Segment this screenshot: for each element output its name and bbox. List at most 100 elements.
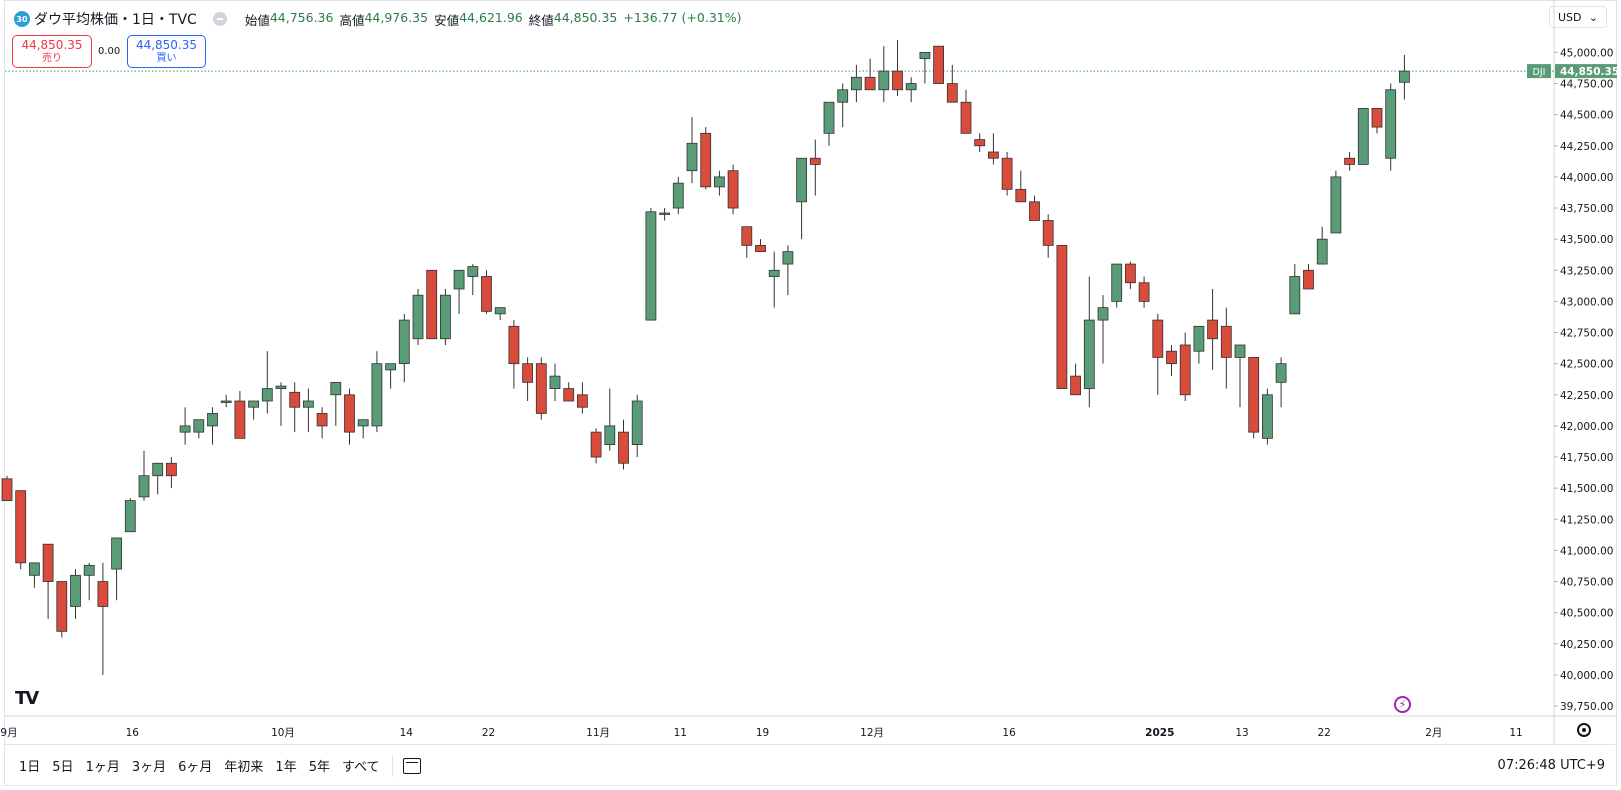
candle[interactable] (1399, 54, 1410, 100)
candle[interactable] (138, 450, 150, 501)
candle[interactable] (686, 117, 698, 184)
range-button[interactable]: 1日 (19, 760, 41, 775)
candle[interactable] (919, 52, 931, 84)
candle[interactable] (1207, 288, 1218, 370)
candle[interactable] (946, 64, 958, 103)
candle[interactable] (563, 382, 575, 402)
candle[interactable] (344, 388, 355, 445)
candle[interactable] (248, 400, 260, 420)
candle[interactable] (453, 269, 465, 314)
candle[interactable] (1385, 83, 1397, 171)
candle[interactable] (15, 490, 27, 570)
candle[interactable] (439, 288, 451, 345)
candle[interactable] (590, 428, 602, 464)
currency-select[interactable]: USD ⌄ (1549, 6, 1607, 28)
candle[interactable] (988, 133, 999, 165)
candle[interactable] (864, 58, 876, 91)
candle[interactable] (631, 394, 643, 458)
range-button[interactable]: 5日 (52, 760, 74, 775)
candle[interactable] (426, 269, 438, 340)
candle[interactable] (42, 543, 54, 619)
candle[interactable] (481, 270, 492, 314)
candle[interactable] (56, 581, 68, 638)
clock[interactable]: 07:26:48 UTC+9 (1497, 758, 1605, 773)
candle[interactable] (700, 127, 712, 190)
candle[interactable] (1001, 152, 1013, 196)
tradingview-logo-icon[interactable]: TV (15, 688, 39, 709)
candle[interactable] (1015, 170, 1027, 203)
range-button[interactable]: 5年 (308, 760, 330, 775)
candlestick-chart[interactable]: 39,750.00 40,000.00 40,250.00 40,500.00 40,7… (0, 0, 1621, 744)
candle[interactable] (659, 208, 670, 221)
candle[interactable] (1029, 195, 1040, 221)
candle[interactable] (357, 419, 369, 439)
candle[interactable] (796, 157, 807, 240)
candle[interactable] (111, 537, 122, 601)
candle[interactable] (1262, 388, 1273, 445)
candle[interactable] (467, 264, 479, 296)
candle[interactable] (1344, 152, 1355, 171)
range-button[interactable]: 年初来 (224, 760, 264, 775)
candle[interactable] (1111, 263, 1123, 308)
range-button[interactable]: 1ヶ月 (85, 760, 120, 775)
candle[interactable] (1330, 170, 1342, 234)
candle[interactable] (577, 382, 588, 414)
candle[interactable] (179, 407, 191, 445)
candle[interactable] (28, 562, 40, 588)
candle[interactable] (892, 39, 903, 96)
range-button[interactable]: 3ヶ月 (131, 760, 167, 775)
candle[interactable] (1303, 264, 1314, 290)
range-button[interactable]: 1年 (275, 760, 297, 775)
candle[interactable] (549, 363, 561, 402)
candle[interactable] (1070, 363, 1081, 396)
candle[interactable] (645, 208, 657, 321)
candle[interactable] (398, 313, 410, 383)
candle[interactable] (152, 462, 164, 495)
candle[interactable] (1152, 313, 1164, 395)
candle[interactable] (1097, 295, 1109, 364)
buy-button[interactable]: 44,850.35 買い (127, 35, 206, 68)
candle[interactable] (1, 475, 13, 502)
candle[interactable] (207, 407, 218, 445)
candle[interactable] (316, 407, 328, 439)
candle[interactable] (768, 251, 780, 308)
candle[interactable] (782, 245, 794, 296)
candle[interactable] (412, 288, 424, 345)
flash-icon[interactable]: ⚡ (1394, 696, 1411, 713)
candle[interactable] (823, 101, 835, 146)
candle[interactable] (960, 89, 972, 134)
candle[interactable] (727, 164, 739, 215)
candle[interactable] (124, 498, 136, 533)
candle[interactable] (809, 139, 821, 196)
candle[interactable] (220, 394, 232, 408)
candle[interactable] (1138, 276, 1150, 308)
collapse-icon[interactable] (212, 12, 227, 26)
candle[interactable] (1179, 332, 1191, 402)
candle[interactable] (385, 363, 397, 389)
symbol-title[interactable]: ダウ平均株価・1日・TVC (34, 12, 197, 28)
sell-button[interactable]: 44,850.35 売り (12, 35, 92, 68)
candle[interactable] (275, 382, 287, 426)
calendar-range-icon[interactable] (402, 757, 421, 774)
candle[interactable] (714, 170, 725, 196)
candle[interactable] (878, 46, 890, 103)
candle[interactable] (70, 569, 81, 619)
candle[interactable] (1166, 344, 1177, 377)
candle[interactable] (508, 320, 520, 389)
candle[interactable] (741, 226, 753, 258)
candle[interactable] (1220, 307, 1232, 389)
candle[interactable] (851, 64, 862, 103)
candle[interactable] (1083, 276, 1095, 408)
candle[interactable] (1289, 264, 1301, 315)
candle[interactable] (165, 457, 177, 489)
candle[interactable] (1125, 261, 1136, 289)
candle[interactable] (1275, 357, 1287, 408)
candle[interactable] (193, 419, 205, 439)
candle[interactable] (604, 388, 616, 451)
candle[interactable] (1056, 244, 1068, 389)
candle[interactable] (302, 388, 314, 433)
candle[interactable] (330, 381, 342, 426)
candle[interactable] (1193, 325, 1205, 364)
range-button[interactable]: すべて (341, 760, 380, 775)
candle[interactable] (535, 357, 547, 420)
